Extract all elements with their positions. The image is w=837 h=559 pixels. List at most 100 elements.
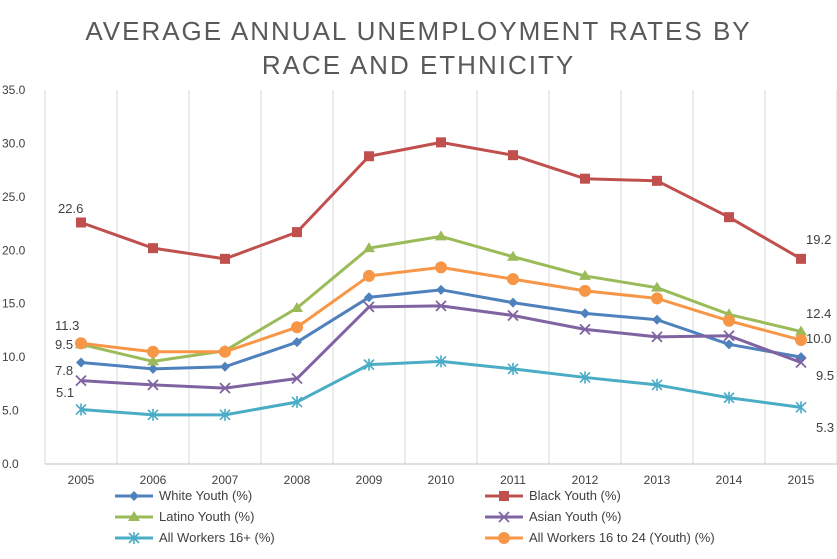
marker-triangle (507, 250, 519, 261)
marker-square (292, 227, 302, 238)
marker-star (435, 355, 447, 368)
x-tick-label: 2015 (788, 473, 815, 487)
data-label: 22.6 (58, 201, 83, 216)
marker-square (220, 253, 230, 264)
marker-triangle (435, 230, 447, 241)
marker-square (508, 150, 518, 161)
marker-diamond (724, 339, 734, 350)
chart-title-line-2: RACE AND ETHNICITY (261, 50, 576, 80)
chart-title: AVERAGE ANNUAL UNEMPLOYMENT RATES BY RAC… (0, 14, 837, 82)
marker-star (219, 408, 231, 421)
x-tick-label: 2014 (716, 473, 743, 487)
marker-circle (147, 345, 159, 358)
data-label: 5.1 (56, 385, 74, 400)
marker-star (723, 391, 735, 404)
x-tick-label: 2007 (212, 473, 239, 487)
marker-circle (795, 334, 807, 347)
marker-triangle (363, 242, 375, 253)
x-tick-label: 2010 (428, 473, 455, 487)
marker-square (76, 217, 86, 228)
marker-square (580, 173, 590, 184)
marker-circle (291, 321, 303, 334)
x-tick-label: 2008 (284, 473, 311, 487)
marker-star (795, 401, 807, 414)
data-label: 11.3 (55, 318, 79, 333)
marker-x (579, 323, 591, 335)
marker-square (724, 212, 734, 223)
marker-diamond (292, 337, 302, 348)
marker-star (507, 362, 519, 375)
marker-circle (507, 273, 519, 286)
marker-square (652, 175, 662, 186)
marker-circle (75, 337, 87, 350)
data-label: 5.3 (816, 420, 834, 435)
marker-diamond (76, 357, 86, 368)
marker-circle (579, 284, 591, 297)
x-tick-label: 2012 (572, 473, 599, 487)
data-label: 12.4 (806, 306, 831, 321)
y-tick-label: 0.0 (2, 457, 19, 471)
marker-diamond (436, 284, 446, 295)
series-all-workers-16-to-24-youth (75, 261, 807, 358)
marker-diamond (508, 297, 518, 308)
y-tick-label: 30.0 (2, 136, 26, 150)
marker-star (147, 408, 159, 421)
marker-star (579, 371, 591, 384)
marker-x (363, 301, 375, 313)
marker-diamond (220, 361, 230, 372)
marker-diamond (364, 292, 374, 303)
data-label: 9.5 (55, 337, 73, 352)
marker-x (219, 382, 231, 394)
y-tick-label: 20.0 (2, 243, 26, 257)
y-tick-label: 5.0 (2, 404, 19, 418)
marker-star (363, 358, 375, 371)
marker-diamond (148, 363, 158, 374)
series-latino-youth (75, 230, 807, 366)
y-tick-label: 25.0 (2, 190, 26, 204)
marker-x (75, 375, 87, 387)
data-label: 19.2 (806, 232, 831, 247)
marker-star (75, 403, 87, 416)
series-all-workers-16 (75, 355, 807, 421)
marker-x (651, 331, 663, 343)
x-tick-label: 2006 (140, 473, 167, 487)
marker-triangle (291, 301, 303, 312)
y-tick-label: 15.0 (2, 297, 26, 311)
x-tick-label: 2013 (644, 473, 671, 487)
marker-square (796, 253, 806, 264)
marker-diamond (580, 308, 590, 319)
data-label: 9.5 (816, 368, 834, 383)
data-label: 10.0 (806, 331, 831, 346)
marker-circle (363, 269, 375, 282)
marker-diamond (652, 314, 662, 325)
x-tick-label: 2009 (356, 473, 383, 487)
marker-star (651, 378, 663, 391)
marker-circle (723, 314, 735, 327)
marker-square (436, 137, 446, 148)
marker-triangle (795, 325, 807, 336)
marker-triangle (579, 269, 591, 280)
series-white-youth (76, 284, 806, 374)
marker-star (291, 396, 303, 409)
marker-square (364, 151, 374, 162)
marker-x (147, 379, 159, 391)
y-tick-label: 10.0 (2, 350, 26, 364)
x-tick-label: 2005 (68, 473, 95, 487)
marker-square (148, 243, 158, 254)
marker-circle (435, 261, 447, 274)
marker-circle (651, 292, 663, 305)
y-tick-label: 35.0 (2, 83, 26, 97)
marker-circle (219, 345, 231, 358)
x-tick-label: 2011 (500, 473, 526, 487)
series-black-youth (76, 137, 806, 264)
marker-triangle (147, 355, 159, 366)
chart-title-line-1: AVERAGE ANNUAL UNEMPLOYMENT RATES BY (85, 16, 752, 46)
marker-x (723, 330, 735, 342)
data-label: 7.8 (55, 363, 73, 378)
marker-triangle (651, 281, 663, 292)
marker-x (507, 309, 519, 322)
marker-x (291, 372, 303, 385)
marker-x (795, 356, 807, 369)
marker-x (435, 300, 447, 312)
